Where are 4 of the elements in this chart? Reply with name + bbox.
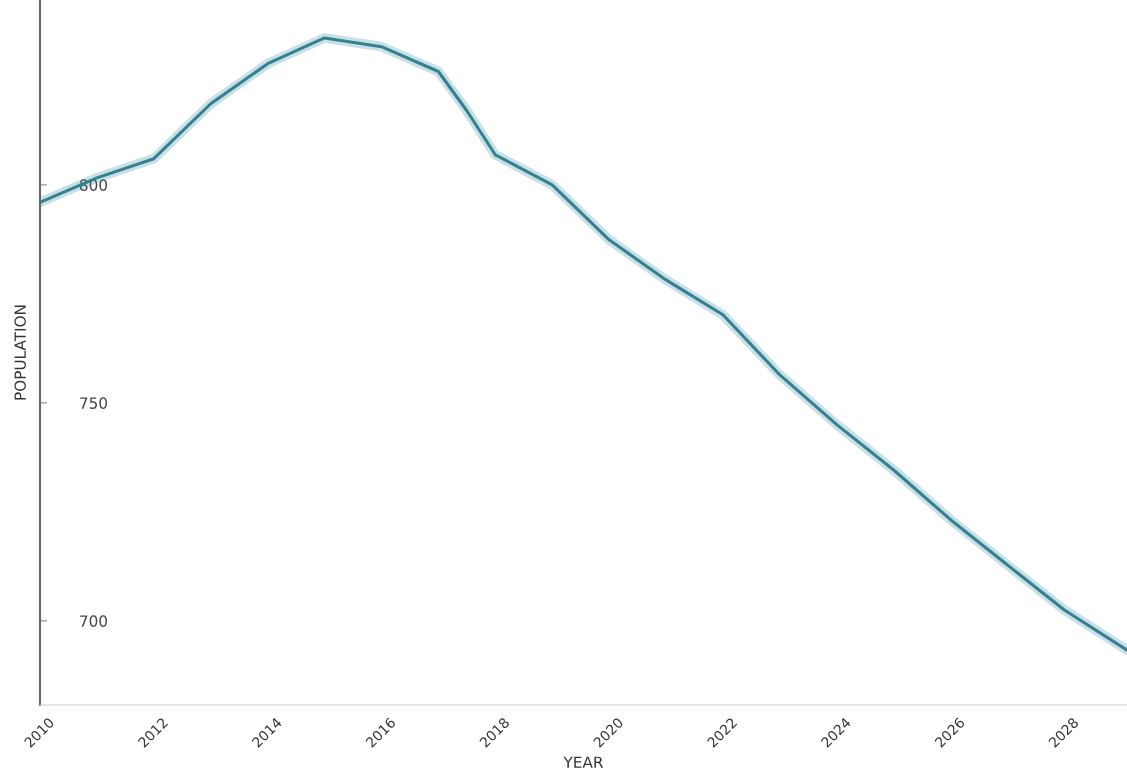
- y-tick-label: 700: [80, 615, 108, 627]
- y-axis-title: POPULATION: [14, 305, 26, 400]
- y-tick-label: 750: [80, 397, 108, 409]
- x-axis-title: YEAR: [563, 756, 604, 768]
